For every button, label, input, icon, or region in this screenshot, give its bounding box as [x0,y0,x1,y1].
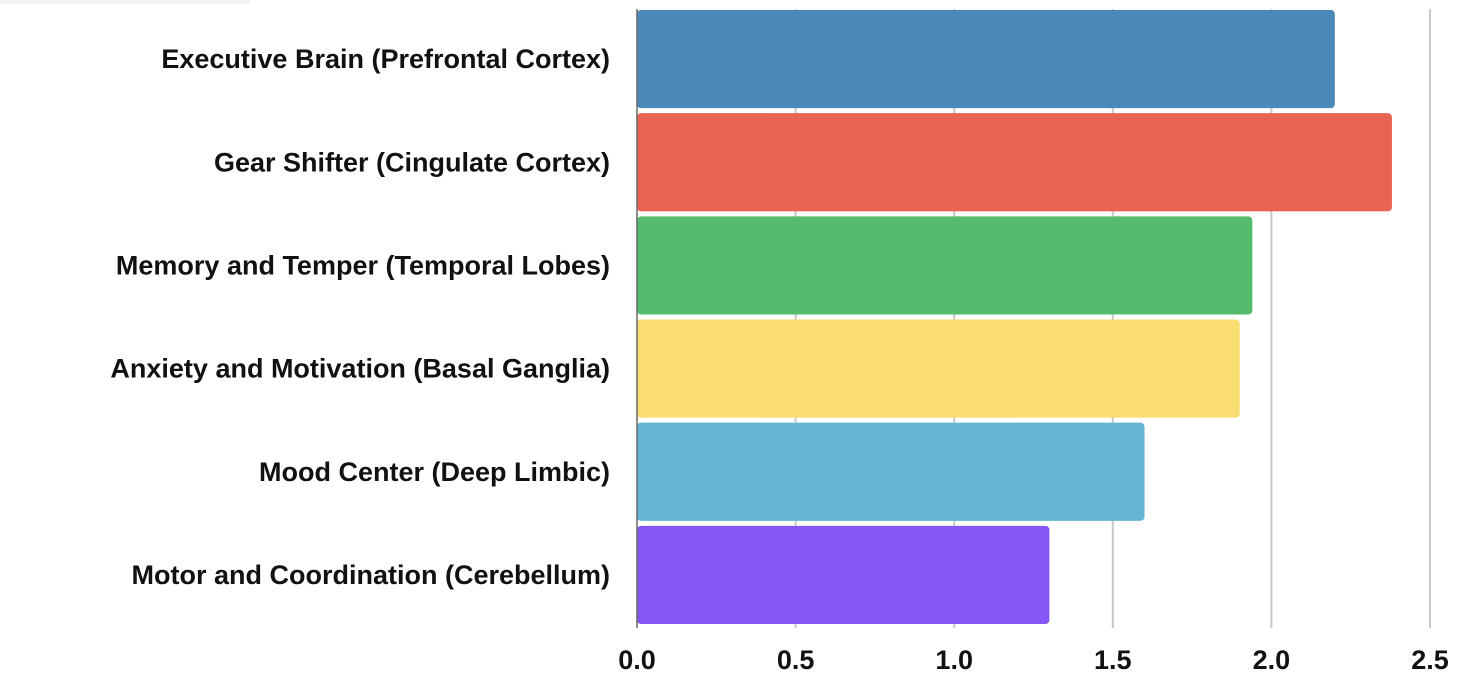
bar [637,113,1392,212]
bar [637,216,1253,315]
category-label: Gear Shifter (Cingulate Cortex) [214,147,610,177]
x-tick-labels: 0.0 0.5 1.0 1.5 2.0 2.5 [618,645,1449,675]
x-tick-label: 0.0 [618,645,656,675]
category-label: Executive Brain (Prefrontal Cortex) [161,44,610,74]
bars [637,10,1392,624]
category-label: Mood Center (Deep Limbic) [259,457,610,487]
x-tick-label: 0.5 [777,645,815,675]
x-tick-label: 1.0 [935,645,973,675]
category-label: Anxiety and Motivation (Basal Ganglia) [110,354,610,384]
x-tick-label: 1.5 [1094,645,1132,675]
category-label: Motor and Coordination (Cerebellum) [132,560,611,590]
top-shadow-decoration [0,0,250,4]
bar [637,525,1050,624]
bar [637,10,1335,109]
bar [637,319,1240,418]
x-tick-label: 2.5 [1411,645,1449,675]
x-tick-label: 2.0 [1253,645,1291,675]
bar [637,422,1145,521]
category-label: Memory and Temper (Temporal Lobes) [116,250,610,280]
grid-lines [794,9,1431,628]
category-labels: Executive Brain (Prefrontal Cortex) Gear … [110,44,610,590]
